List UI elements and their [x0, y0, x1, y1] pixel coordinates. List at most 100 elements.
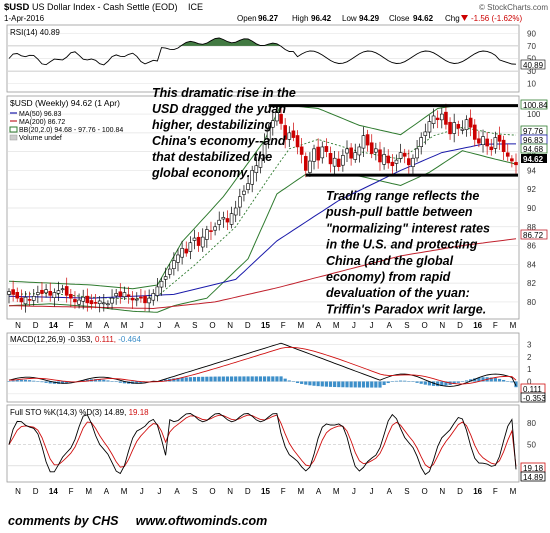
candle-body	[357, 146, 362, 156]
x-tick-label: J	[157, 321, 161, 330]
candle-body	[452, 122, 456, 134]
rsi-level-label: 30	[527, 67, 536, 76]
header-low: 94.29	[359, 14, 380, 23]
candle-body	[283, 125, 287, 140]
x-tick-label: N	[15, 321, 21, 330]
macd-histogram-bar	[40, 381, 44, 383]
sto-panel	[6, 404, 520, 483]
candle-body	[7, 291, 11, 295]
candle-body	[353, 152, 358, 160]
candle	[382, 147, 386, 170]
x-tick-label: N	[227, 321, 233, 330]
x-tick-label: A	[174, 321, 180, 330]
macd-histogram-bar	[213, 376, 217, 382]
price-y-tick-label: 80	[527, 298, 536, 307]
sto-y-tick-label: 50	[527, 441, 536, 450]
candle-body	[460, 128, 465, 131]
candle	[217, 211, 222, 231]
candle-body	[110, 297, 114, 304]
candle-body	[217, 219, 222, 225]
macd-histogram-bar	[287, 380, 291, 382]
candle	[77, 293, 81, 309]
macd-histogram-bar	[295, 381, 300, 384]
macd-histogram-bar	[65, 381, 69, 384]
candlesticks	[7, 103, 518, 313]
x-tick-label: A	[316, 487, 322, 496]
candle-body	[287, 132, 292, 140]
macd-signal-tag-value: 0.111	[523, 385, 542, 394]
annotation-line: in the U.S. and protecting	[326, 238, 478, 252]
candle	[440, 107, 444, 129]
candle-body	[159, 280, 164, 288]
x-tick-label: 14	[49, 487, 58, 496]
macd-histogram-bar	[106, 380, 110, 382]
candle	[262, 133, 267, 163]
tag-ma200-value: 86.72	[523, 231, 544, 240]
candle	[485, 131, 489, 155]
candle	[481, 129, 485, 153]
candle-body	[477, 138, 481, 144]
candle-body	[134, 298, 139, 301]
candle	[147, 289, 151, 312]
candle-body	[167, 268, 172, 275]
candle	[299, 138, 304, 164]
candle	[316, 138, 320, 169]
candle	[369, 134, 374, 159]
candle	[229, 206, 234, 229]
candle	[209, 221, 213, 240]
candle-body	[374, 148, 378, 153]
candle	[266, 124, 271, 149]
macd-histogram-bar	[258, 376, 263, 382]
candle-body	[493, 137, 498, 149]
macd-histogram-bar	[300, 381, 304, 384]
macd-histogram-bar	[394, 380, 399, 382]
macd-histogram-bar	[217, 376, 221, 382]
candle-body	[386, 155, 391, 164]
candle-body	[44, 289, 48, 294]
candle-body	[139, 296, 143, 299]
macd-histogram-bar	[345, 381, 349, 388]
macd-y-tick-label: 0	[527, 377, 532, 386]
x-tick-label: M	[510, 487, 517, 496]
candle	[357, 143, 362, 163]
macd-histogram-bar	[23, 379, 28, 382]
macd-histogram-bar	[267, 376, 271, 382]
annotation-line: higher, destabilizing	[152, 118, 273, 132]
candle	[225, 210, 230, 230]
candle-body	[427, 121, 432, 133]
x-tick-label: J	[140, 321, 144, 330]
x-tick-label: O	[209, 321, 215, 330]
candle-body	[15, 291, 20, 299]
candle-body	[415, 148, 419, 159]
candle-body	[336, 158, 341, 167]
macd-histogram-bar	[242, 376, 246, 382]
sto-label: Full STO %K(14,3) %D(3) 14.89, 19.18	[10, 408, 149, 417]
candle-body	[246, 183, 250, 190]
candle	[435, 110, 440, 129]
candle-body	[365, 134, 370, 146]
macd-histogram-bar	[159, 380, 164, 382]
macd-histogram-bar	[349, 381, 353, 388]
candle-body	[56, 290, 61, 294]
candle-body	[122, 292, 127, 298]
candle-body	[291, 130, 296, 138]
annotation-line: global economy.	[151, 166, 250, 180]
macd-histogram-bar	[304, 381, 308, 385]
candle-body	[271, 120, 275, 128]
macd-histogram-bar	[357, 381, 361, 388]
x-tick-label: 15	[261, 487, 270, 496]
x-tick-label: S	[192, 487, 197, 496]
macd-label-name: MACD(12,26,9) -0.353, 0.111, -0.464	[10, 335, 141, 344]
macd-histogram-bar	[398, 380, 403, 382]
x-tick-label: F	[281, 321, 286, 330]
candle	[27, 291, 32, 307]
rsi-level-label: 10	[527, 80, 536, 89]
candle	[15, 287, 20, 303]
macd-histogram-bar	[333, 381, 337, 388]
header-chg: -1.56 (-1.62%)	[471, 14, 522, 23]
legend-ma50: MA(50) 96.83	[19, 111, 62, 118]
macd-histogram-bar	[473, 378, 477, 382]
candle	[184, 241, 189, 257]
macd-y-tick-label: 1	[527, 365, 532, 374]
bollinger-upper-line	[8, 104, 517, 290]
